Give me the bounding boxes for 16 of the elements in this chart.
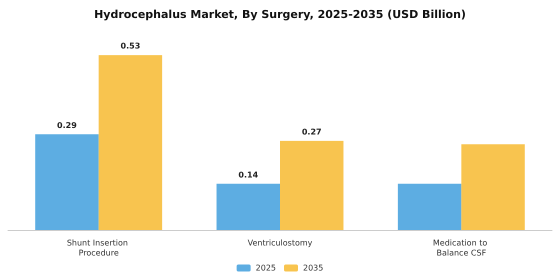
- data-label: 0.53: [120, 42, 140, 51]
- legend-label: 2025: [256, 264, 276, 272]
- bar: [398, 184, 462, 230]
- x-tick-label: Shunt Insertion Procedure: [66, 238, 130, 258]
- bar: [280, 140, 344, 230]
- data-label: 0.27: [302, 127, 322, 136]
- bar: [35, 134, 99, 230]
- bar: [98, 55, 162, 230]
- x-tick-label: Medication to Balance CSF: [432, 238, 490, 258]
- chart-title: Hydrocephalus Market, By Surgery, 2025-2035 (USD Billion): [94, 8, 466, 21]
- bar: [461, 144, 525, 230]
- data-label: 0.29: [57, 120, 78, 130]
- data-label: 0.14: [238, 170, 259, 180]
- bar: [216, 184, 280, 230]
- legend-label: 2035: [303, 264, 324, 272]
- x-tick-label: Ventriculostomy: [248, 238, 313, 248]
